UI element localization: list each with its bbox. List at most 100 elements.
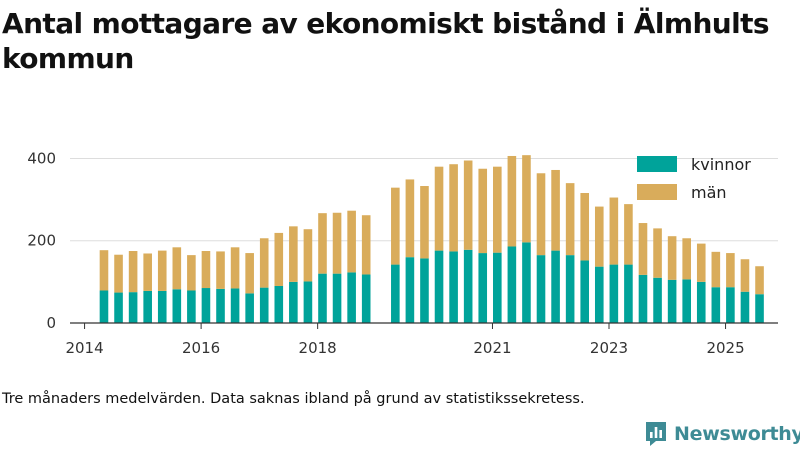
- bar-man: [740, 259, 750, 292]
- bar-man: [259, 238, 269, 288]
- bar-man: [361, 215, 371, 275]
- bar-man: [434, 166, 444, 251]
- x-tick-label: 2025: [706, 339, 744, 357]
- x-tick-label: 2016: [182, 339, 220, 357]
- bar-man: [143, 253, 152, 291]
- bar-man: [172, 247, 182, 290]
- legend-label-man: män: [691, 183, 727, 202]
- bar-kvinnor: [449, 251, 458, 323]
- bar-kvinnor: [565, 255, 575, 323]
- bar-kvinnor: [143, 290, 152, 323]
- bar-kvinnor: [303, 281, 313, 323]
- bar-man: [318, 213, 327, 274]
- bar-man: [624, 204, 633, 265]
- bar-kvinnor: [638, 274, 648, 323]
- bar-kvinnor: [172, 289, 182, 323]
- bar-kvinnor: [740, 291, 750, 323]
- bar-kvinnor: [463, 249, 473, 323]
- bar-kvinnor: [711, 287, 721, 323]
- bar-man: [580, 193, 590, 261]
- axes: 0 200 400 2014 2016 2018 2021 2023 2025: [27, 149, 778, 357]
- newsworthy-logo-icon: [646, 422, 666, 446]
- bar-kvinnor: [696, 281, 706, 323]
- y-tick-label: 200: [27, 232, 56, 250]
- bar-kvinnor: [682, 279, 691, 323]
- legend: kvinnor män: [637, 155, 751, 202]
- bar-man: [682, 238, 691, 280]
- bar-man: [128, 251, 138, 293]
- bar-kvinnor: [361, 274, 371, 323]
- bar-kvinnor: [216, 288, 225, 323]
- bar-man: [711, 251, 721, 288]
- bar-kvinnor: [493, 252, 502, 323]
- bar-man: [696, 243, 706, 282]
- x-tick-label: 2023: [590, 339, 628, 357]
- bar-kvinnor: [405, 257, 415, 323]
- y-tick-label: 0: [46, 314, 56, 332]
- bar-man: [463, 160, 473, 250]
- bar-man: [274, 232, 284, 286]
- bar-man: [493, 166, 502, 253]
- bar-kvinnor: [187, 290, 196, 323]
- legend-label-kvinnor: kvinnor: [691, 155, 751, 174]
- bar-man: [536, 173, 546, 256]
- x-tick-label: 2018: [299, 339, 337, 357]
- stacked-bar-chart: 0 200 400 2014 2016 2018 2021 2023 2025 kvinnor m…: [27, 149, 778, 357]
- bar-kvinnor: [245, 293, 254, 323]
- bar-man: [565, 183, 575, 256]
- bar-kvinnor: [594, 266, 604, 323]
- bar-man: [114, 254, 123, 293]
- bar-man: [99, 250, 109, 291]
- bar-group: [99, 155, 764, 323]
- y-tick-label: 400: [27, 149, 56, 167]
- legend-swatch-man: [637, 184, 677, 200]
- bar-kvinnor: [420, 258, 429, 323]
- bar-man: [420, 186, 429, 259]
- bar-man: [157, 250, 167, 291]
- bar-man: [405, 179, 415, 258]
- bar-kvinnor: [230, 288, 240, 323]
- bar-kvinnor: [114, 292, 123, 323]
- bar-kvinnor: [551, 250, 560, 323]
- bar-man: [449, 164, 458, 252]
- footnote: Tre månaders medelvärden. Data saknas ib…: [2, 391, 585, 407]
- bar-kvinnor: [347, 272, 356, 323]
- bar-kvinnor: [536, 255, 546, 323]
- bar-kvinnor: [157, 290, 167, 323]
- bar-kvinnor: [726, 287, 735, 323]
- bar-man: [638, 223, 648, 275]
- bar-kvinnor: [289, 281, 298, 323]
- bar-man: [755, 266, 764, 295]
- bar-kvinnor: [332, 273, 342, 323]
- bar-kvinnor: [391, 264, 400, 323]
- bar-kvinnor: [522, 242, 531, 323]
- bar-man: [726, 253, 735, 288]
- bar-kvinnor: [653, 277, 662, 323]
- x-tick-label: 2021: [473, 339, 511, 357]
- bar-kvinnor: [507, 246, 517, 323]
- bar-kvinnor: [478, 253, 488, 323]
- bar-man: [216, 251, 225, 289]
- bar-man: [522, 155, 531, 243]
- bar-man: [507, 155, 517, 247]
- x-tick-label: 2014: [65, 339, 103, 357]
- bar-kvinnor: [624, 264, 633, 323]
- bar-man: [609, 197, 619, 265]
- bar-kvinnor: [274, 285, 284, 323]
- bar-man: [289, 226, 298, 282]
- brand-name: Newsworthy: [674, 423, 800, 445]
- legend-swatch-kvinnor: [637, 156, 677, 172]
- bar-man: [551, 169, 560, 251]
- brand-logo: Newsworthy: [644, 420, 800, 448]
- bar-man: [594, 206, 604, 267]
- bar-man: [332, 212, 342, 274]
- bar-kvinnor: [434, 250, 444, 323]
- bar-kvinnor: [99, 290, 109, 323]
- bar-man: [245, 253, 254, 294]
- chart-title: Antal mottagare av ekonomiskt bistånd i …: [2, 7, 770, 75]
- bar-kvinnor: [259, 287, 269, 323]
- bar-man: [653, 228, 662, 278]
- bar-man: [201, 251, 211, 289]
- bar-man: [303, 229, 313, 282]
- bar-kvinnor: [318, 273, 327, 323]
